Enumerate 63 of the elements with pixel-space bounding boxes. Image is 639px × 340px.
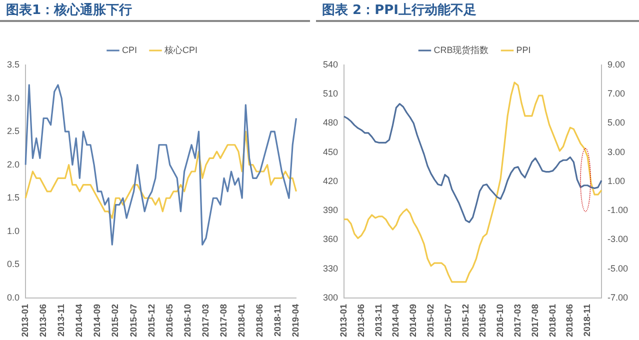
y-tick-label: 540 — [322, 59, 338, 70]
y2-tick-label: 5.00 — [607, 118, 626, 128]
x-tick-label: 2018-06 — [564, 304, 575, 337]
x-tick-label: 2014-09 — [92, 304, 102, 337]
y-tick-label: 510 — [322, 88, 338, 99]
x-tick-label: 2014-04 — [74, 304, 84, 337]
y-tick-label: 300 — [322, 292, 338, 302]
x-tick-label: 2018-01 — [236, 304, 247, 337]
x-tick-label: 2015-12 — [146, 304, 156, 337]
x-tick-label: 2017-03 — [200, 304, 210, 337]
x-tick-label: 2015-12 — [460, 304, 470, 337]
x-tick-label: 2018-11 — [582, 304, 592, 337]
legend-label: CRB现货指数 — [434, 44, 489, 55]
x-tick-label: 2013-01 — [338, 304, 348, 337]
y-tick-label: 450 — [322, 146, 338, 157]
y-tick-label: 3.5 — [6, 59, 20, 70]
y2-tick-label: -7.00 — [607, 292, 628, 302]
y2-tick-label: 1.00 — [607, 176, 626, 186]
y2-tick-label: -5.00 — [607, 263, 628, 274]
x-tick-label: 2017-03 — [512, 304, 522, 337]
x-tick-label: 2013-06 — [38, 304, 48, 337]
y-tick-label: 0.5 — [6, 259, 20, 270]
x-tick-label: 2017-08 — [530, 304, 540, 337]
x-tick-label: 2013-06 — [356, 304, 366, 337]
x-tick-label: 2016-10 — [495, 304, 506, 337]
y-tick-label: 480 — [322, 118, 338, 128]
y-tick-label: 1.5 — [6, 192, 20, 203]
y-tick-label: 2.5 — [6, 126, 20, 136]
x-tick-label: 2015-02 — [110, 304, 120, 337]
y2-tick-label: -1.00 — [607, 205, 628, 216]
legend-label: CPI — [122, 44, 138, 55]
legend-label: PPI — [516, 44, 531, 55]
chart-title: 图表1：核心通胀下行 — [0, 0, 310, 22]
y2-tick-label: -3.00 — [607, 234, 628, 244]
x-tick-label: 2013-11 — [373, 304, 384, 337]
x-tick-label: 2013-11 — [56, 304, 66, 337]
x-tick-label: 2018-01 — [547, 304, 558, 337]
x-tick-label: 2018-06 — [254, 304, 265, 337]
x-tick-label: 2016-10 — [182, 304, 192, 337]
y-tick-label: 2.0 — [6, 159, 20, 170]
chart-title: 图表 2：PPI上行动能不足 — [316, 0, 639, 22]
y2-tick-label: 7.00 — [607, 88, 626, 99]
x-tick-label: 2016-05 — [478, 304, 488, 337]
y-tick-label: 1.0 — [6, 226, 20, 236]
x-tick-label: 2015-07 — [442, 304, 453, 337]
x-tick-label: 2014-04 — [390, 304, 401, 337]
y2-tick-label: 9.00 — [607, 59, 626, 70]
y-tick-label: 0.0 — [6, 292, 20, 302]
y-tick-label: 390 — [322, 205, 338, 216]
x-tick-label: 2013-01 — [20, 304, 30, 337]
y-tick-label: 360 — [322, 234, 338, 244]
y-tick-label: 3.0 — [6, 92, 20, 103]
y2-tick-label: 3.00 — [607, 146, 626, 157]
x-tick-label: 2015-07 — [128, 304, 138, 337]
x-tick-label: 2014-09 — [408, 304, 418, 337]
x-tick-label: 2017-08 — [218, 304, 228, 337]
y-tick-label: 330 — [322, 263, 338, 274]
x-tick-label: 2019-04 — [290, 304, 301, 337]
x-tick-label: 2015-02 — [425, 304, 436, 337]
x-tick-label: 2016-05 — [164, 304, 174, 337]
y-tick-label: 420 — [322, 176, 338, 186]
legend-label: 核心CPI — [164, 44, 198, 55]
x-tick-label: 2018-11 — [272, 304, 283, 337]
